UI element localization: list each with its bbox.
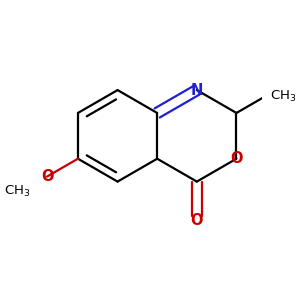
Text: CH$_3$: CH$_3$ — [270, 89, 297, 104]
Text: O: O — [41, 169, 53, 184]
Text: N: N — [190, 82, 203, 98]
Text: CH$_3$: CH$_3$ — [4, 184, 30, 199]
Text: O: O — [230, 151, 243, 166]
Text: O: O — [190, 213, 203, 228]
